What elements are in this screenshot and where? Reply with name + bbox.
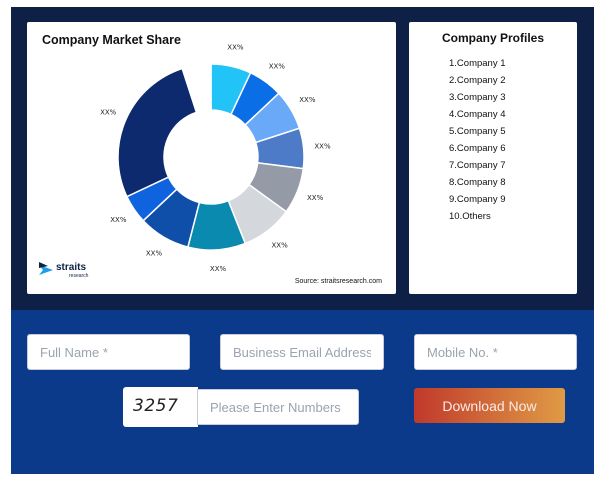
profile-item: 3.Company 3 — [449, 92, 506, 103]
slice-percent-label: XX% — [272, 241, 289, 249]
logo-text: straits — [56, 262, 87, 273]
slice-percent-label: XX% — [307, 194, 324, 202]
captcha-input[interactable] — [197, 389, 359, 425]
market-share-donut-chart: XX% XX% XX% XX% XX% XX% XX% XX% XX% XX% — [100, 44, 331, 273]
slice-percent-label: XX% — [110, 216, 127, 224]
profile-item: 7.Company 7 — [449, 160, 506, 171]
captcha-code-box: 3257 — [123, 387, 198, 427]
profile-item: 5.Company 5 — [449, 126, 506, 137]
download-now-button[interactable]: Download Now — [414, 388, 565, 423]
slice-percent-label: XX% — [100, 109, 117, 117]
captcha-code: 3257 — [133, 396, 179, 416]
slice-percent-label: XX% — [227, 44, 244, 52]
profile-item: 2.Company 2 — [449, 75, 506, 86]
donut-slice — [117, 67, 198, 198]
logo-subtext: research — [69, 273, 89, 279]
profile-item: 1.Company 1 — [449, 58, 506, 69]
donut-slice — [181, 63, 212, 114]
straits-logo-icon — [39, 262, 53, 275]
profile-item: 4.Company 4 — [449, 109, 506, 120]
company-profiles-card: Company Profiles 1.Company 1 2.Company 2… — [409, 22, 577, 294]
slice-percent-label: XX% — [269, 62, 286, 70]
profile-item: 9.Company 9 — [449, 194, 506, 205]
mobile-number-input[interactable] — [414, 334, 577, 370]
chart-title: Company Market Share — [42, 33, 181, 47]
market-share-card: XX% XX% XX% XX% XX% XX% XX% XX% XX% XX% Company M… — [27, 22, 396, 294]
full-name-input[interactable] — [27, 334, 190, 370]
profile-item: 10.Others — [449, 211, 491, 222]
slice-percent-label: XX% — [146, 249, 163, 257]
slice-percent-label: XX% — [210, 265, 227, 273]
slice-percent-label: XX% — [314, 142, 331, 150]
slice-percent-label: XX% — [299, 96, 316, 104]
source-note: Source: straitsresearch.com — [294, 278, 382, 285]
straits-logo: straits research — [39, 262, 99, 282]
profile-item: 8.Company 8 — [449, 177, 506, 188]
profile-item: 6.Company 6 — [449, 143, 506, 154]
profiles-list: 1.Company 1 2.Company 2 3.Company 3 4.Co… — [449, 55, 506, 225]
business-email-input[interactable] — [220, 334, 384, 370]
profiles-title: Company Profiles — [441, 31, 545, 45]
